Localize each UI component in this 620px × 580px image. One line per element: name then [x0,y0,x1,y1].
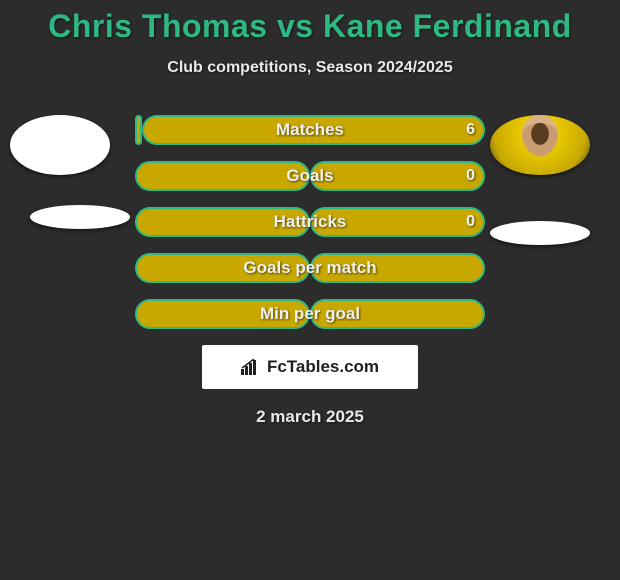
stat-val-right-hattricks: 0 [466,207,475,237]
player-left [10,115,130,229]
name-ellipse-right [490,221,590,245]
bar-right-mpg [310,299,485,329]
date-text: 2 march 2025 [0,407,620,427]
bar-left-gpm [135,253,310,283]
stat-val-right-goals: 0 [466,161,475,191]
stat-row-mpg: Min per goal [135,299,485,329]
comparison-content: Matches 6 Goals 0 Hattricks 0 Goals per … [0,115,620,427]
bar-left-mpg [135,299,310,329]
bar-left-matches [135,115,142,145]
name-ellipse-left [30,205,130,229]
branding-box: FcTables.com [202,345,418,389]
page-subtitle: Club competitions, Season 2024/2025 [0,59,620,77]
stat-row-goals: Goals 0 [135,161,485,191]
chart-icon [241,359,261,375]
branding-text: FcTables.com [267,357,379,377]
player-right [490,115,590,245]
stat-row-hattricks: Hattricks 0 [135,207,485,237]
stat-val-right-matches: 6 [466,115,475,145]
stat-row-gpm: Goals per match [135,253,485,283]
bar-right-goals [310,161,485,191]
bar-right-gpm [310,253,485,283]
page-title: Chris Thomas vs Kane Ferdinand [0,0,620,45]
avatar-right [490,115,590,175]
bar-left-goals [135,161,310,191]
stat-row-matches: Matches 6 [135,115,485,145]
bar-right-hattricks [310,207,485,237]
avatar-left [10,115,110,175]
stat-bars: Matches 6 Goals 0 Hattricks 0 Goals per … [135,115,485,329]
bar-left-hattricks [135,207,310,237]
bar-right-matches [142,115,485,145]
